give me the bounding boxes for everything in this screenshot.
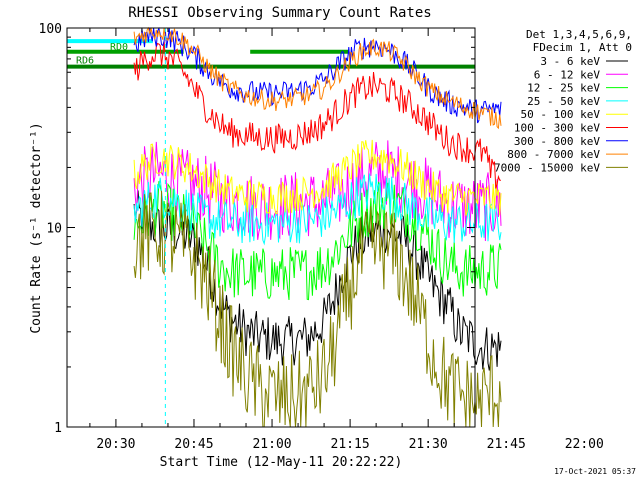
legend-header-line-2: FDecim 1, Att 0 <box>533 41 632 54</box>
series-line <box>133 190 502 371</box>
legend-entry-label: 6 - 12 keV <box>534 68 601 81</box>
series-line <box>133 139 502 216</box>
x-tick-label: 21:30 <box>409 437 448 452</box>
y-tick-label: 10 <box>46 222 62 237</box>
flag-label: RD6 <box>76 56 94 67</box>
x-tick-label: 22:00 <box>565 437 604 452</box>
y-axis: 1 10 100 <box>39 22 475 436</box>
legend-entry-label: 3 - 6 keV <box>540 55 600 68</box>
x-axis-title: Start Time (12-May-11 20:22:22) <box>160 455 403 470</box>
legend-entry-label: 7000 - 15000 keV <box>494 161 600 174</box>
y-tick-label: 1 <box>54 421 62 436</box>
series-line <box>133 190 502 428</box>
x-tick-label: 21:15 <box>331 437 370 452</box>
series-line <box>133 27 502 124</box>
legend-header-line-1: Det 1,3,4,5,6,9, <box>526 28 632 41</box>
y-tick-label: 100 <box>39 22 62 37</box>
legend-entry-label: 100 - 300 keV <box>514 122 600 135</box>
flag-label: RD0 <box>110 42 128 53</box>
x-tick-label: 20:45 <box>174 437 213 452</box>
plot-area: RD0 RD6 <box>67 26 502 428</box>
x-axis: 20:30 20:45 21:00 21:15 21:30 21:45 22:00 <box>89 28 604 452</box>
chart-title: RHESSI Observing Summary Count Rates <box>128 5 431 21</box>
legend-entry-label: 12 - 25 keV <box>527 82 600 95</box>
series-line <box>133 40 502 189</box>
legend-entry-label: 25 - 50 keV <box>527 95 600 108</box>
legend: Det 1,3,4,5,6,9, FDecim 1, Att 0 3 - 6 k… <box>494 28 632 174</box>
legend-entry-label: 800 - 7000 keV <box>507 148 600 161</box>
generated-timestamp: 17-Oct-2021 05:37 <box>554 467 636 476</box>
y-axis-title: Count Rate (s⁻¹ detector⁻¹) <box>29 122 44 333</box>
series-line <box>133 26 502 130</box>
series-line <box>133 181 502 301</box>
series-line <box>133 140 502 242</box>
x-tick-label: 20:30 <box>96 437 135 452</box>
x-tick-label: 21:00 <box>252 437 291 452</box>
legend-entry-label: 50 - 100 keV <box>521 108 601 121</box>
series-line <box>133 173 502 246</box>
series-layer <box>133 26 502 428</box>
x-tick-label: 21:45 <box>487 437 526 452</box>
legend-entry-label: 300 - 800 keV <box>514 135 600 148</box>
